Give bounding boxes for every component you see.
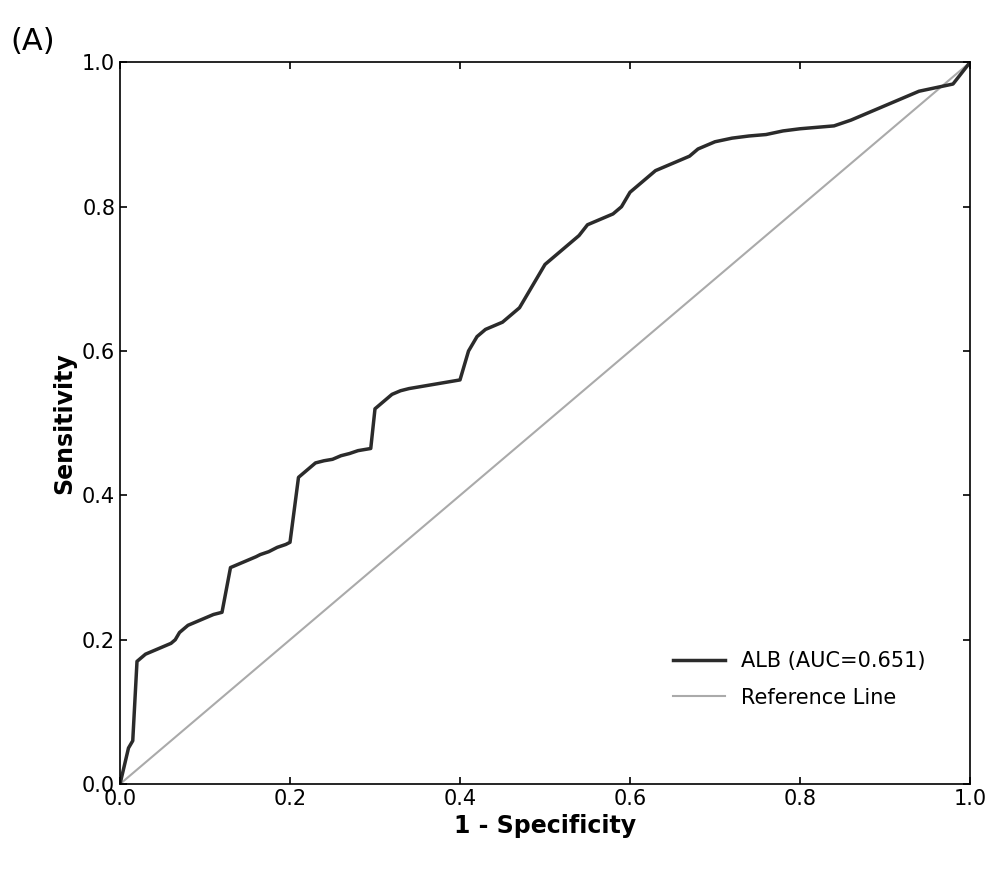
Y-axis label: Sensitivity: Sensitivity	[52, 352, 76, 495]
X-axis label: 1 - Specificity: 1 - Specificity	[454, 814, 636, 838]
Legend: ALB (AUC=0.651), Reference Line: ALB (AUC=0.651), Reference Line	[664, 642, 934, 716]
Text: (A): (A)	[10, 27, 55, 56]
